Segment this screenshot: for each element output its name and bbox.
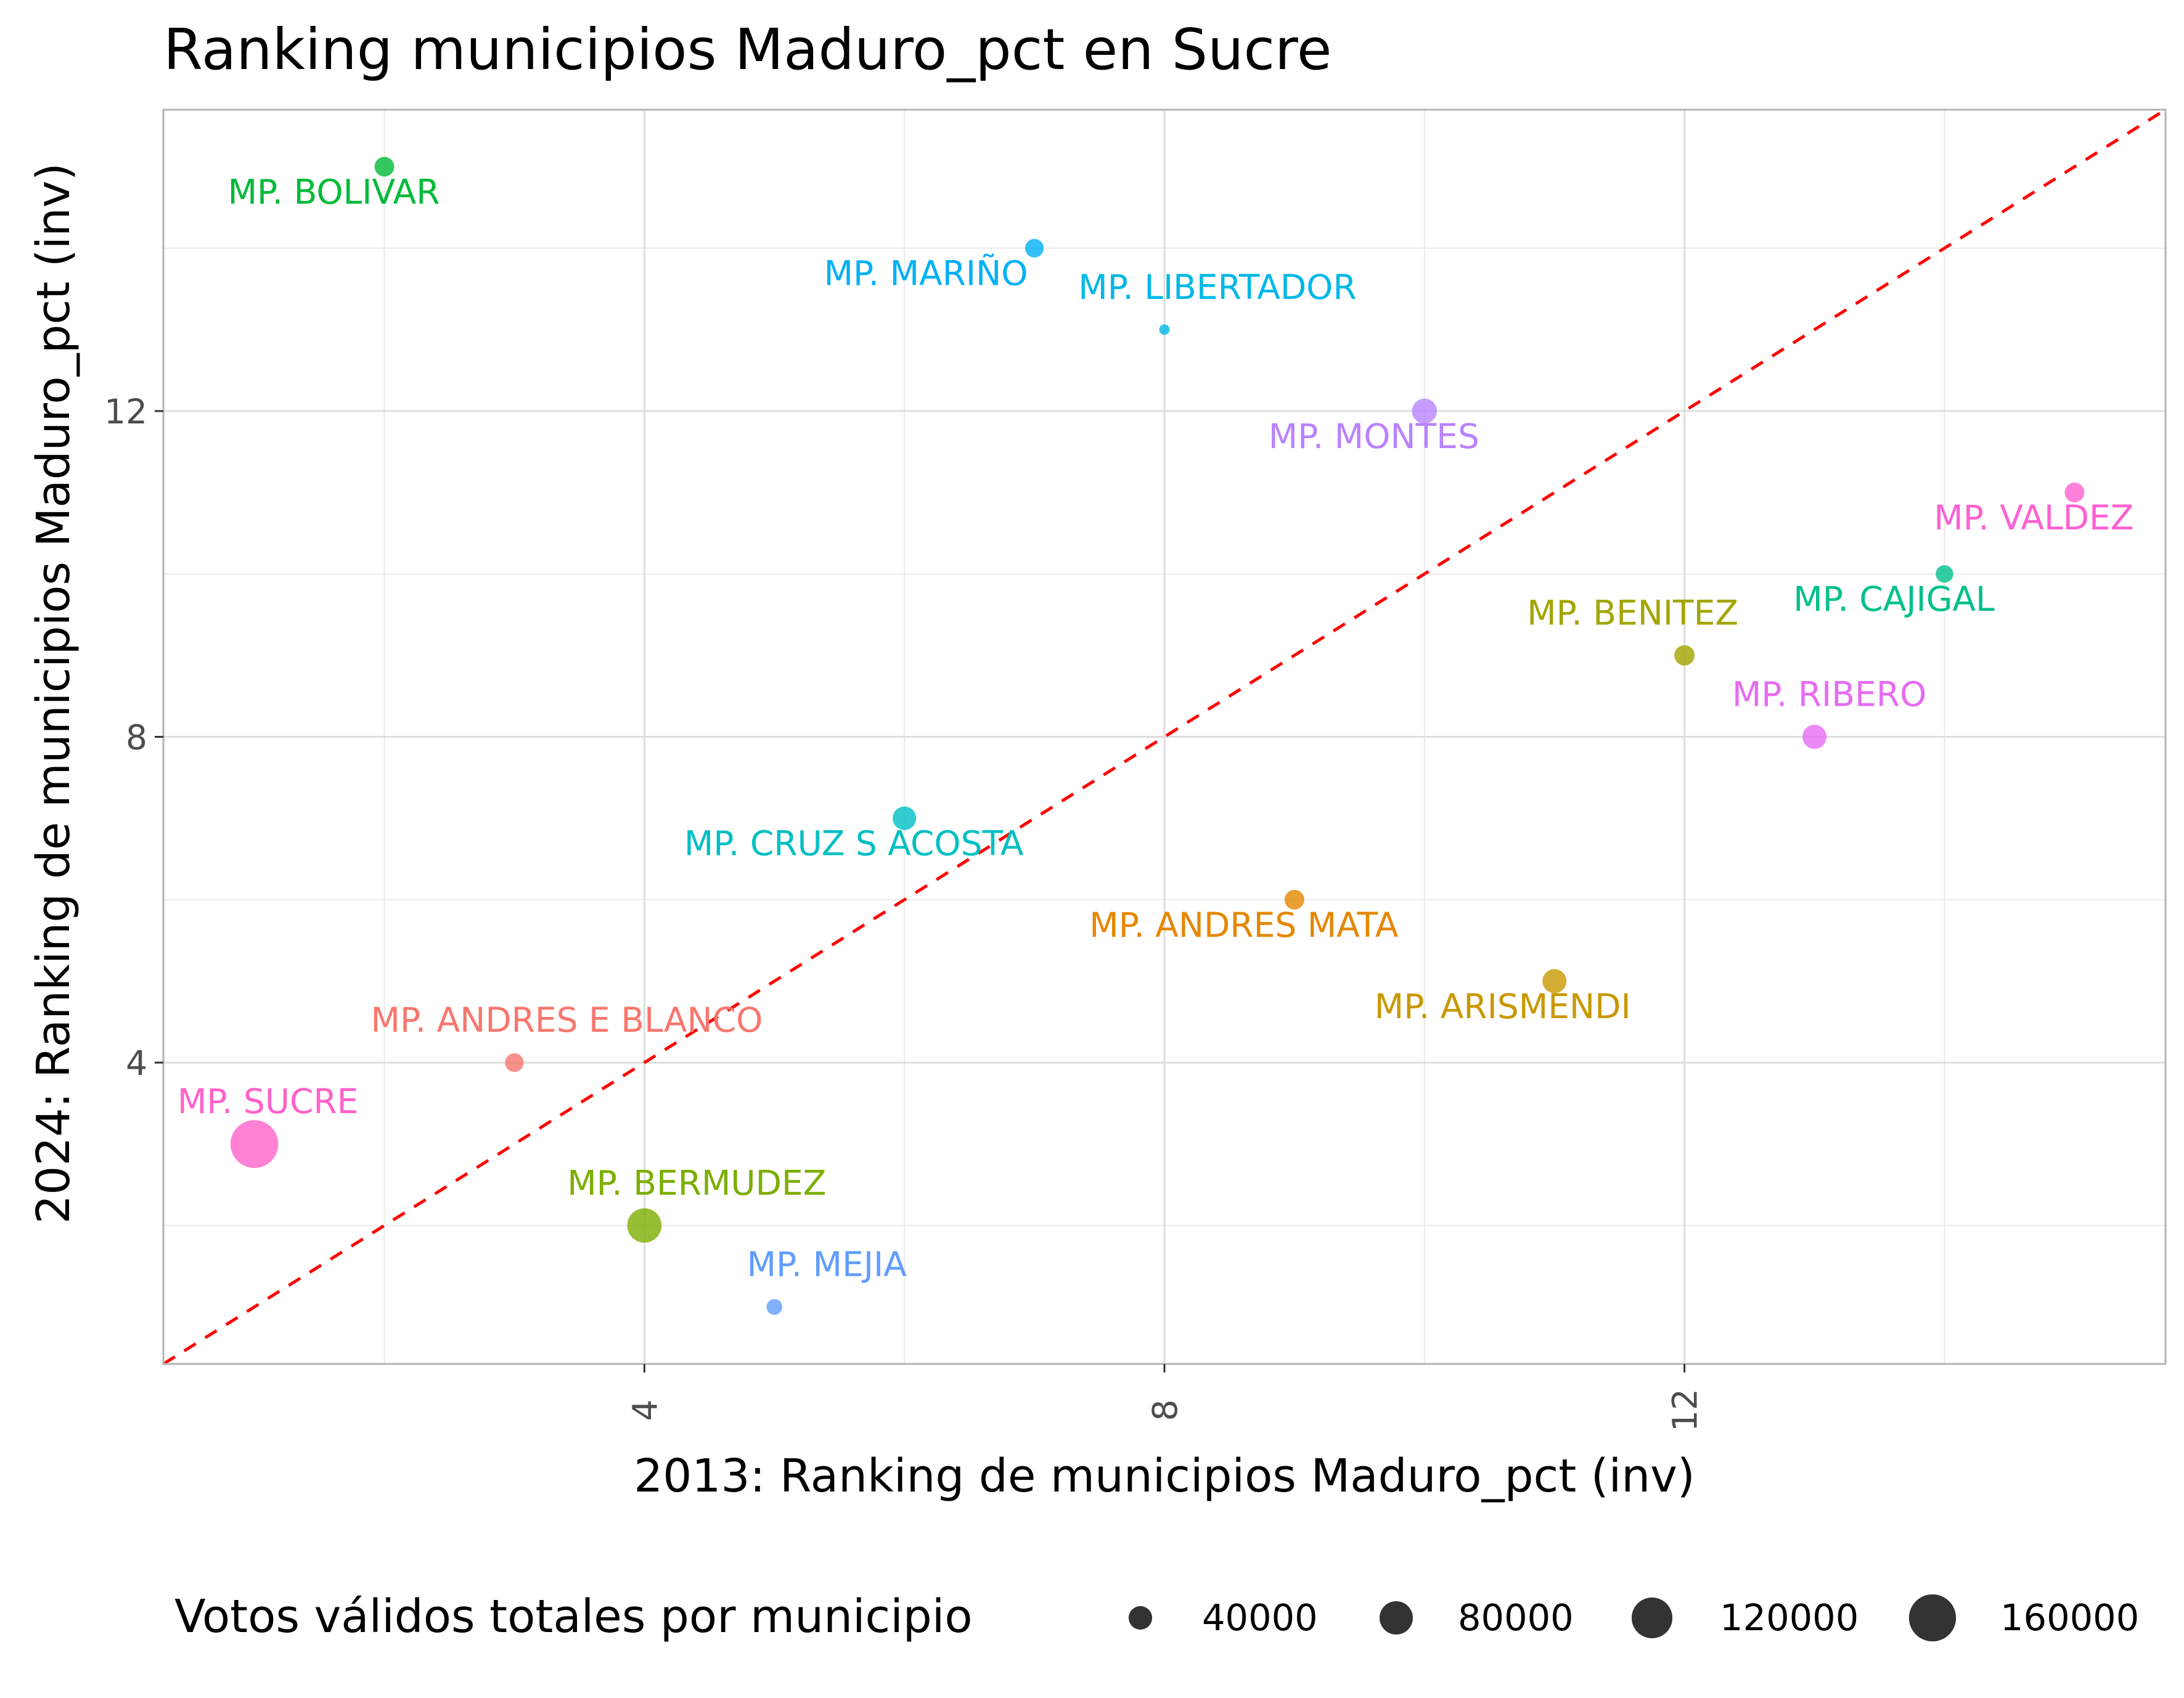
legend-label: 120000 (1720, 1596, 1859, 1639)
data-point (374, 157, 395, 177)
y-tick-label: 4 (126, 1043, 147, 1083)
point-label: MP. BOLIVAR (228, 173, 440, 212)
x-tick-label: 12 (1666, 1389, 1705, 1432)
point-label: MP. CRUZ S ACOSTA (684, 824, 1024, 863)
x-tick-label: 8 (1145, 1400, 1185, 1421)
x-tick-label: 4 (625, 1400, 665, 1421)
point-label: MP. LIBERTADOR (1078, 267, 1356, 307)
legend-label: 160000 (2000, 1596, 2139, 1639)
y-tick-label: 12 (104, 392, 147, 431)
point-label: MP. MONTES (1269, 417, 1479, 456)
point-label: MP. SUCRE (178, 1082, 359, 1121)
point-label: MP. MARIÑO (824, 254, 1028, 293)
data-point (1025, 239, 1044, 258)
data-point (230, 1120, 279, 1168)
legend-label: 40000 (1202, 1596, 1318, 1639)
data-point (1802, 724, 1827, 749)
point-label: MP. VALDEZ (1934, 498, 2133, 537)
point-label: MP. CAJIGAL (1793, 579, 1995, 619)
data-point (505, 1053, 524, 1072)
legend-label: 80000 (1458, 1596, 1574, 1639)
x-axis-title: 2013: Ranking de municipios Maduro_pct (… (634, 1450, 1695, 1503)
legend-key (1380, 1601, 1413, 1635)
data-point (627, 1208, 662, 1243)
point-label: MP. ANDRES MATA (1089, 905, 1399, 945)
point-label: MP. BENITEZ (1527, 593, 1738, 632)
data-point (1542, 969, 1567, 994)
data-point (1936, 565, 1953, 583)
legend-title: Votos válidos totales por municipio (174, 1590, 973, 1643)
legend-key (1631, 1597, 1673, 1639)
chart-title: Ranking municipios Maduro_pct en Sucre (163, 17, 1331, 83)
legend-key (1128, 1606, 1153, 1630)
data-point (1284, 889, 1304, 910)
y-axis-title: 2024: Ranking de municipios Maduro_pct (… (27, 163, 80, 1224)
data-point (1674, 645, 1695, 666)
data-point (893, 806, 917, 830)
legend-key (1908, 1594, 1957, 1642)
data-point (1159, 324, 1170, 335)
data-point (1412, 398, 1438, 424)
data-point (2064, 483, 2085, 503)
point-label: MP. ARISMENDI (1375, 987, 1631, 1026)
data-point (766, 1299, 783, 1315)
point-label: MP. RIBERO (1732, 675, 1926, 714)
size-legend: Votos válidos totales por municipio 4000… (174, 1590, 2139, 1643)
plot-area: MP. SUCRE MP. BOLIVAR MP. ANDRES E BLANCO M… (104, 108, 2167, 1432)
point-label: MP. BERMUDEZ (567, 1163, 826, 1202)
point-label: MP. ANDRES E BLANCO (371, 1000, 763, 1040)
y-tick-label: 8 (126, 718, 147, 757)
point-label: MP. MEJIA (747, 1245, 907, 1284)
